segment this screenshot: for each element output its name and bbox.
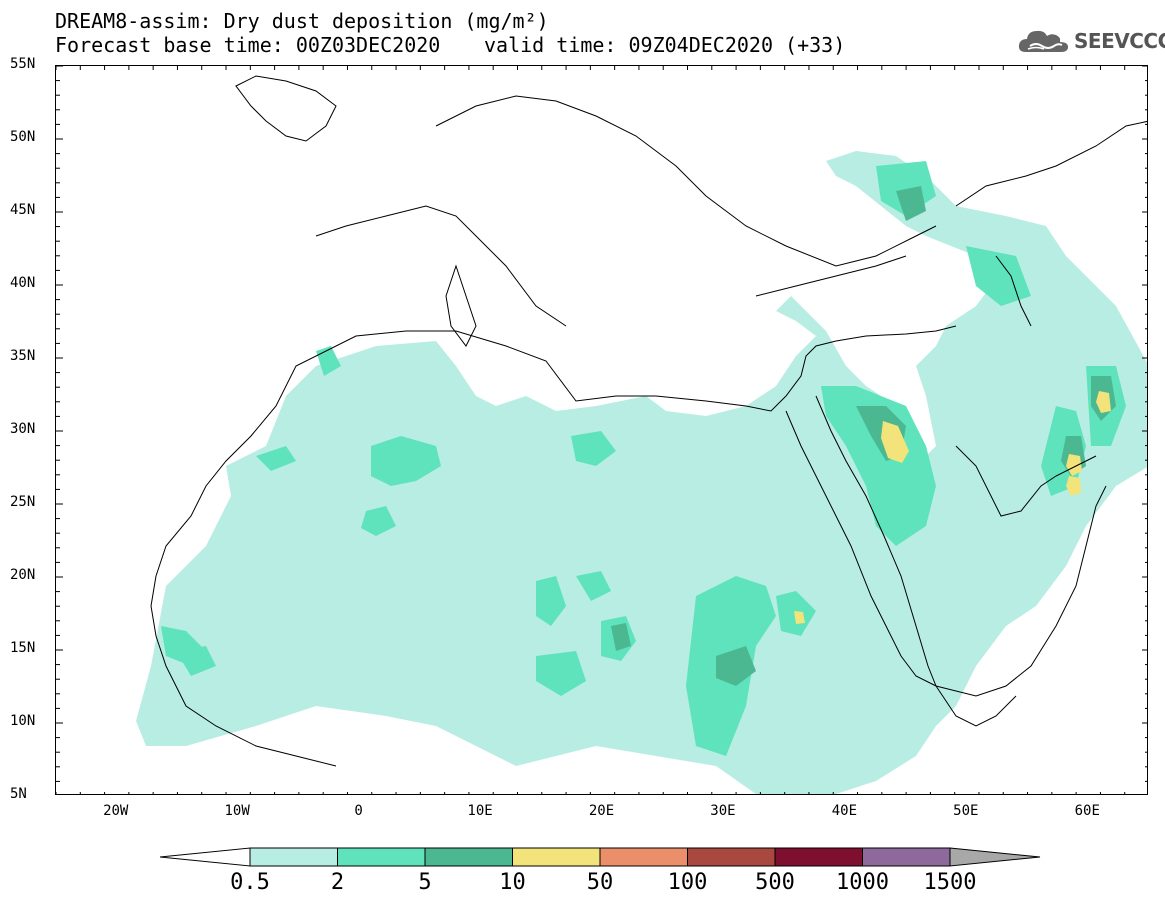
lon-label: 20E — [588, 803, 615, 819]
lat-label: 10N — [10, 713, 36, 729]
colorbar-level-label: 2 — [330, 870, 345, 895]
lat-label: 35N — [10, 348, 36, 364]
lon-label: 60E — [1074, 803, 1100, 819]
colorbar-level-label: 50 — [586, 870, 614, 895]
colorbar-over-arrow — [949, 847, 1041, 867]
seevccc-logo: SEEVCCC — [1018, 26, 1165, 56]
lat-label: 20N — [10, 567, 36, 583]
lat-label: 40N — [10, 275, 36, 291]
lat-label: 5N — [10, 786, 27, 802]
colorbar-level-label: 10 — [499, 870, 526, 895]
colorbar-segment — [424, 847, 513, 867]
lon-label: 40E — [831, 803, 858, 819]
dust-deposition-map — [55, 65, 1148, 795]
lon-label: 0 — [354, 803, 363, 819]
colorbar-level-label: 5 — [418, 870, 432, 895]
colorbar-level-label: 1500 — [923, 870, 977, 895]
valid-time: valid time: 09Z04DEC2020 (+33) — [484, 33, 846, 57]
lon-label: 30E — [710, 803, 736, 819]
colorbar-segment — [512, 847, 601, 867]
graticule — [56, 66, 1147, 794]
colorbar-segment — [337, 847, 426, 867]
cloud-icon — [1018, 30, 1068, 52]
colorbar-level-label: 500 — [755, 870, 795, 895]
lat-label: 25N — [10, 494, 36, 510]
colorbar-segment — [862, 847, 951, 867]
colorbar-level-label: 100 — [667, 870, 708, 895]
map-title: DREAM8-assim: Dry dust deposition (mg/m²… — [55, 9, 549, 33]
lat-label: 15N — [10, 640, 36, 656]
base-time: Forecast base time: 00Z03DEC2020 — [55, 33, 441, 57]
colorbar-level-label: 0.5 — [230, 870, 270, 895]
colorbar-under-arrow — [160, 847, 251, 867]
lat-label: 55N — [10, 56, 36, 72]
lat-label: 50N — [10, 129, 36, 145]
map-canvas — [56, 66, 1147, 794]
colorbar-segment — [774, 847, 863, 867]
colorbar-segment — [249, 847, 338, 867]
lon-label: 20W — [103, 803, 129, 819]
lon-label: 50E — [953, 803, 979, 819]
logo-text: SEEVCCC — [1074, 29, 1165, 53]
coastlines — [150, 75, 1147, 767]
colorbar-level-label: 1000 — [836, 870, 889, 895]
lon-label: 10E — [467, 803, 493, 819]
colorbar-segment — [599, 847, 688, 867]
lat-label: 30N — [10, 421, 36, 437]
colorbar-segment — [687, 847, 776, 867]
lon-label: 10W — [224, 803, 250, 819]
dust-deposition-field — [136, 151, 1147, 794]
lat-label: 45N — [10, 202, 36, 218]
colorbar — [160, 847, 1041, 867]
